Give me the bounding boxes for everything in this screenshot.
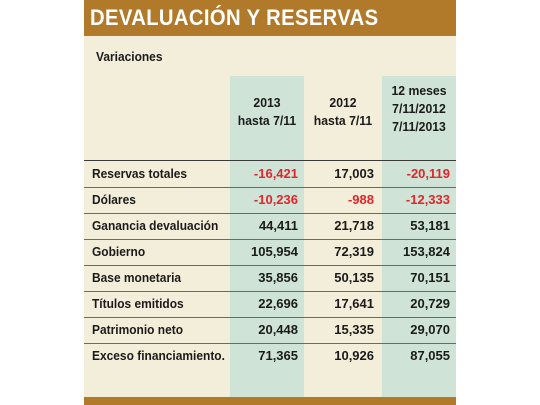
table-row: Dólares -10,236 -988 -12,333	[84, 187, 456, 213]
column-header-line: hasta 7/11	[237, 113, 297, 128]
row-divider	[84, 187, 456, 188]
column-header-line: 2012	[329, 95, 357, 110]
row-value: 87,055	[410, 348, 450, 363]
row-value: -16,421	[253, 166, 298, 181]
row-value: 50,135	[334, 270, 374, 285]
row-divider	[84, 343, 456, 344]
row-label: Dólares	[92, 192, 136, 207]
table-row: Títulos emitidos 22,696 17,641 20,729	[84, 291, 456, 317]
row-value: 17,641	[334, 296, 374, 311]
row-label: Títulos emitidos	[92, 296, 184, 311]
row-divider	[84, 239, 456, 240]
row-value: 53,181	[410, 218, 450, 233]
table-row: Ganancia devaluación 44,411 21,718 53,181	[84, 213, 456, 239]
column-header-line: hasta 7/11	[313, 113, 373, 128]
column-header-12-meses: 12 meses 7/11/2012 7/11/2013	[384, 82, 454, 136]
row-value: 71,365	[258, 348, 298, 363]
header-divider	[84, 160, 456, 161]
row-value: 44,411	[258, 218, 298, 233]
row-value: 153,824	[403, 244, 450, 259]
bottom-bar	[84, 397, 456, 405]
row-value: 17,003	[334, 166, 374, 181]
row-value: 72,319	[334, 244, 374, 259]
row-value: 29,070	[410, 322, 450, 337]
column-header-line: 12 meses	[391, 83, 447, 98]
row-divider	[84, 291, 456, 292]
table-row: Gobierno 105,954 72,319 153,824	[84, 239, 456, 265]
row-value: 15,335	[334, 322, 374, 337]
row-value: 20,448	[258, 322, 298, 337]
row-value: -20,119	[406, 166, 450, 181]
table-title: DEVALUACIÓN Y RESERVAS	[90, 5, 379, 30]
row-divider	[84, 265, 456, 266]
table-subtitle: Variaciones	[96, 49, 163, 64]
row-label: Gobierno	[92, 244, 146, 259]
row-label: Base monetaria	[92, 270, 182, 285]
column-header-line: 7/11/2013	[392, 119, 446, 134]
column-header-line: 7/11/2012	[392, 101, 446, 116]
row-value: 70,151	[410, 270, 450, 285]
row-value: 35,856	[258, 270, 298, 285]
table-row: Patrimonio neto 20,448 15,335 29,070	[84, 317, 456, 343]
row-value: 21,718	[334, 218, 374, 233]
row-label: Ganancia devaluación	[92, 218, 219, 233]
row-value: -12,333	[405, 192, 450, 207]
row-label: Reservas totales	[92, 166, 188, 181]
row-divider	[84, 317, 456, 318]
column-header-2013: 2013 hasta 7/11	[232, 94, 302, 130]
row-value: 22,696	[258, 296, 298, 311]
title-banner: DEVALUACIÓN Y RESERVAS	[84, 0, 456, 36]
row-divider	[84, 213, 456, 214]
column-header-2012: 2012 hasta 7/11	[308, 94, 378, 130]
row-value: 20,729	[410, 296, 450, 311]
table-row: Reservas totales -16,421 17,003 -20,119	[84, 161, 456, 187]
row-label: Exceso financiamiento.	[92, 348, 225, 363]
row-value: 10,926	[334, 348, 374, 363]
row-value: 105,954	[251, 244, 298, 259]
row-value: -988	[347, 192, 374, 207]
table-row: Base monetaria 35,856 50,135 70,151	[84, 265, 456, 291]
table-row: Exceso financiamiento. 71,365 10,926 87,055	[84, 343, 456, 369]
row-value: -10,236	[253, 192, 298, 207]
column-header-line: 2013	[253, 95, 281, 110]
row-label: Patrimonio neto	[92, 322, 184, 337]
table-panel: Variaciones 2013 hasta 7/11 2012 hasta 7…	[84, 36, 456, 397]
